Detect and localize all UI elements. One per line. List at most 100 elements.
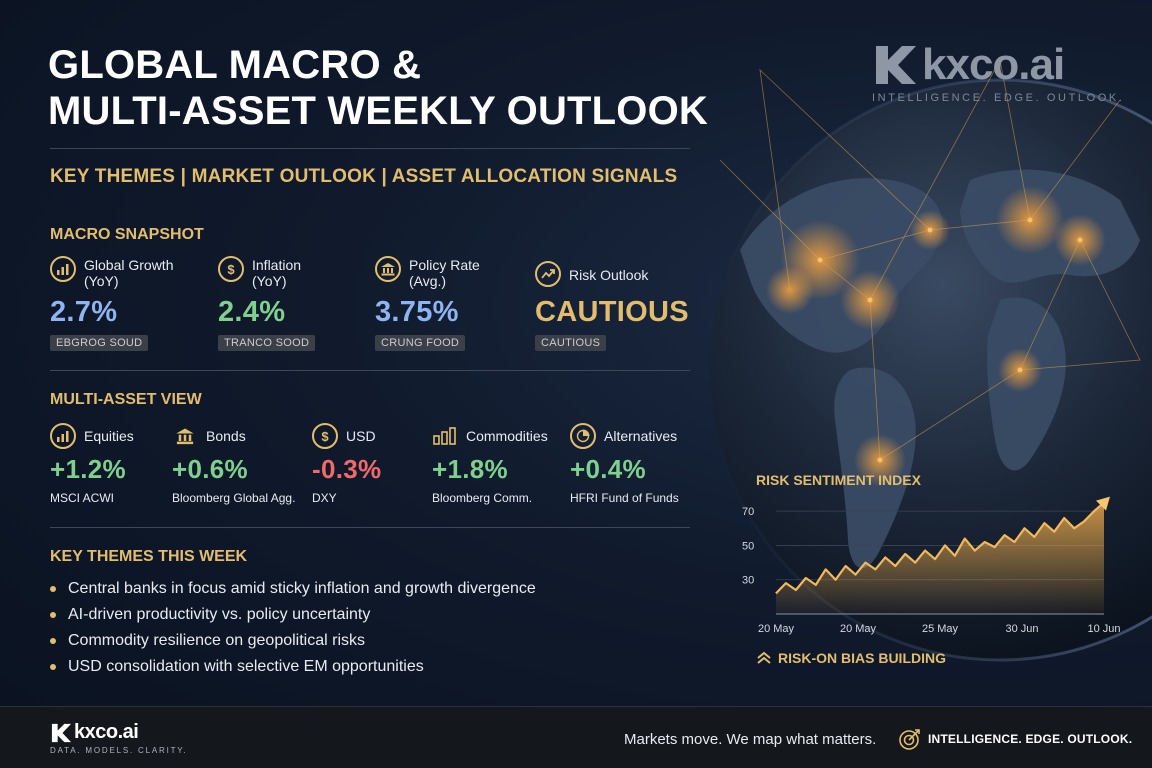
globe-illustration <box>700 40 1152 680</box>
macro-badge: TRANCO SOOD <box>218 335 316 351</box>
asset-index: HFRI Fund of Funds <box>570 491 679 505</box>
asset-card-usd: $ USD -0.3% DXY <box>312 422 381 505</box>
title-line-2: MULTI-ASSET WEEKLY OUTLOOK <box>48 89 709 133</box>
asset-value: +1.8% <box>432 454 508 484</box>
theme-text: AI-driven productivity vs. policy uncert… <box>68 606 371 623</box>
macro-label-sub: (YoY) <box>252 273 287 289</box>
macro-label-sub: (YoY) <box>84 273 119 289</box>
macro-badge: EBGROG SOUD <box>50 335 149 351</box>
macro-label: Policy Rate <box>409 257 480 273</box>
x-tick-label: 30 Jun <box>1005 623 1038 635</box>
k-logo-icon <box>876 46 916 84</box>
macro-value: 2.4% <box>218 296 286 328</box>
brand-name: kxco.ai <box>922 40 1065 89</box>
dollar-icon: $ <box>312 423 338 449</box>
bank-icon <box>172 423 198 449</box>
footer-brand-name: kxco.ai <box>74 721 139 743</box>
asset-value: +0.4% <box>570 454 646 484</box>
asset-value: -0.3% <box>312 454 382 484</box>
macro-card-policy-rate: Policy Rate (Avg.) 3.75% CRUNG FOOD <box>375 256 545 351</box>
footer-brand-tagline: DATA. MODELS. CLARITY. <box>50 746 188 755</box>
bullet-icon <box>50 586 56 592</box>
list-item: USD consolidation with selective EM oppo… <box>50 654 536 680</box>
k-logo-icon <box>51 723 72 742</box>
page-title: GLOBAL MACRO & MULTI-ASSET WEEKLY OUTLOO… <box>48 42 708 134</box>
section-divider <box>50 527 690 528</box>
macro-value: 2.7% <box>50 296 118 328</box>
annotation-text: RISK-ON BIAS BUILDING <box>778 650 946 666</box>
macro-badge: CRUNG FOOD <box>375 335 466 351</box>
macro-value: 3.75% <box>375 296 459 328</box>
title-line-1: GLOBAL MACRO & <box>48 43 422 87</box>
footer-bar: kxco.ai DATA. MODELS. CLARITY. Markets m… <box>0 706 1152 768</box>
y-tick-label: 30 <box>742 575 754 587</box>
asset-card-equities: Equities +1.2% MSCI ACWI <box>50 422 134 505</box>
footer-tagline: INTELLIGENCE. EDGE. OUTLOOK. <box>928 732 1133 746</box>
asset-label: Alternatives <box>604 428 678 444</box>
series-area <box>776 502 1104 614</box>
series-line <box>775 501 1105 595</box>
asset-card-alternatives: Alternatives +0.4% HFRI Fund of Funds <box>570 422 679 505</box>
title-divider <box>50 148 690 149</box>
asset-index: Bloomberg Global Agg. <box>172 491 296 505</box>
asset-card-bonds: Bonds +0.6% Bloomberg Global Agg. <box>172 422 295 505</box>
macro-card-global-growth: Global Growth (YoY) 2.7% EBGROG SOUD <box>50 256 220 351</box>
macro-card-inflation: $ Inflation (YoY) 2.4% TRANCO SOOD <box>218 256 388 351</box>
macro-badge: CAUTIOUS <box>535 335 607 351</box>
trend-arrow-head <box>1096 496 1110 511</box>
y-tick-label: 50 <box>742 540 754 552</box>
dollar-icon: $ <box>218 256 244 282</box>
bullet-icon <box>50 664 56 670</box>
asset-index: DXY <box>312 491 337 505</box>
macro-card-risk-outlook: Risk Outlook CAUTIOUS CAUTIOUS <box>535 256 705 351</box>
brand-logo-top: kxco.ai INTELLIGENCE. EDGE. OUTLOOK. <box>872 40 1142 104</box>
svg-text:$: $ <box>321 429 329 444</box>
x-tick-label: 10 Jun <box>1087 623 1120 635</box>
commodity-bars-icon <box>432 423 458 449</box>
asset-index: MSCI ACWI <box>50 491 115 505</box>
svg-text:$: $ <box>227 262 235 277</box>
footer-brand: kxco.ai DATA. MODELS. CLARITY. <box>50 721 187 755</box>
asset-value: +1.2% <box>50 454 126 484</box>
risk-sentiment-chart: 30 50 70 20 May 20 May 25 May 30 Jun 10 Jun <box>742 496 1120 635</box>
brand-tagline: INTELLIGENCE. EDGE. OUTLOOK. <box>872 92 1125 104</box>
asset-value: +0.6% <box>172 454 248 484</box>
theme-text: Central banks in focus amid sticky infla… <box>68 580 536 597</box>
bullet-icon <box>50 638 56 644</box>
asset-card-commodities: Commodities +1.8% Bloomberg Comm. <box>432 422 548 505</box>
bank-icon <box>375 256 401 282</box>
list-item: AI-driven productivity vs. policy uncert… <box>50 602 536 628</box>
trend-up-icon <box>535 261 561 287</box>
list-item: Commodity resilience on geopolitical ris… <box>50 628 536 654</box>
double-chevron-up-icon <box>757 651 771 664</box>
asset-label: Bonds <box>206 428 246 444</box>
bar-chart-icon <box>50 423 76 449</box>
key-themes-list: Central banks in focus amid sticky infla… <box>50 576 536 680</box>
macro-label: Risk Outlook <box>569 266 649 283</box>
footer-slogan: Markets move. We map what matters. <box>624 731 877 748</box>
y-tick-label: 70 <box>742 506 754 518</box>
macro-label: Inflation <box>252 257 302 273</box>
list-item: Central banks in focus amid sticky infla… <box>50 576 536 602</box>
multi-asset-title: MULTI-ASSET VIEW <box>50 391 202 408</box>
theme-text: Commodity resilience on geopolitical ris… <box>68 632 366 649</box>
asset-label: USD <box>346 428 376 444</box>
macro-value: CAUTIOUS <box>535 296 689 328</box>
asset-label: Equities <box>84 428 134 444</box>
pie-chart-icon <box>570 423 596 449</box>
macro-snapshot-title: MACRO SNAPSHOT <box>50 226 204 243</box>
bullet-icon <box>50 612 56 618</box>
key-themes-title: KEY THEMES THIS WEEK <box>50 548 248 565</box>
section-divider <box>50 370 690 371</box>
x-tick-label: 20 May <box>758 623 795 635</box>
asset-index: Bloomberg Comm. <box>432 491 533 505</box>
macro-label-sub: (Avg.) <box>409 273 447 289</box>
x-tick-label: 20 May <box>840 623 877 635</box>
x-tick-label: 25 May <box>922 623 959 635</box>
bar-chart-icon <box>50 256 76 282</box>
asset-label: Commodities <box>466 428 548 444</box>
page-subtitle: KEY THEMES | MARKET OUTLOOK | ASSET ALLO… <box>50 166 678 187</box>
macro-label: Global Growth <box>84 257 174 273</box>
target-icon <box>899 729 920 750</box>
theme-text: USD consolidation with selective EM oppo… <box>68 658 424 675</box>
